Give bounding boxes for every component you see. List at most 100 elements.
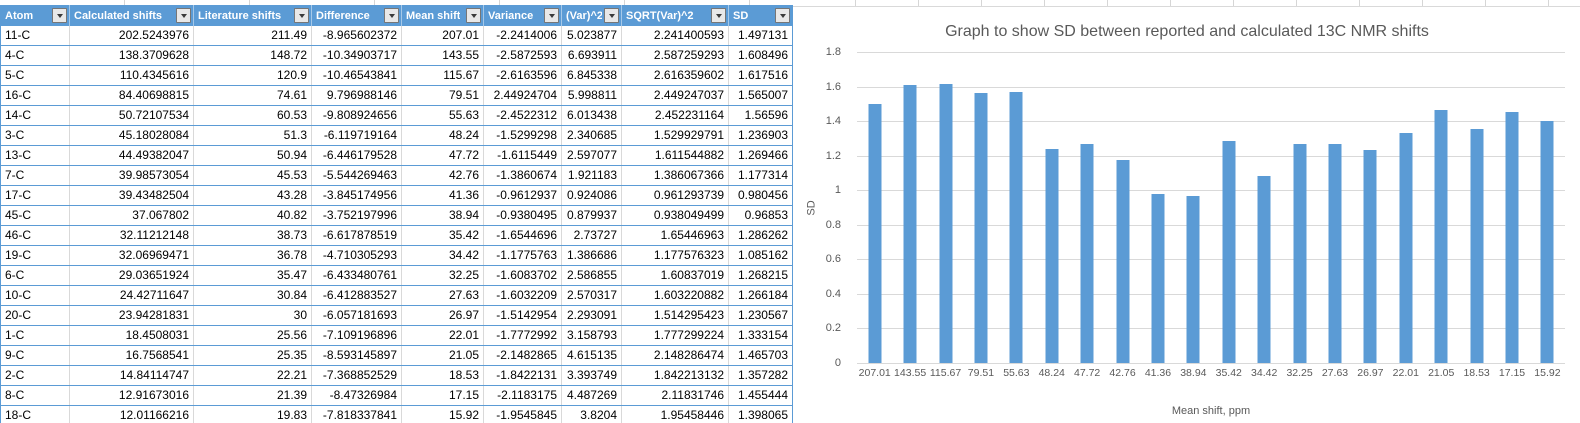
- table-cell[interactable]: 26.97: [401, 306, 483, 325]
- table-cell[interactable]: 1.085162: [728, 246, 792, 265]
- table-cell[interactable]: 1.65446963: [621, 226, 728, 245]
- table-cell[interactable]: 50.72107534: [69, 106, 193, 125]
- table-cell[interactable]: 39.43482504: [69, 186, 193, 205]
- table-cell[interactable]: 9.796988146: [311, 86, 401, 105]
- table-cell[interactable]: 1.386067366: [621, 166, 728, 185]
- table-cell[interactable]: 2.340685: [561, 126, 621, 145]
- table-cell[interactable]: 0.879937: [561, 206, 621, 225]
- table-cell[interactable]: -7.368852529: [311, 366, 401, 385]
- table-cell[interactable]: -1.6032209: [483, 286, 561, 305]
- bar[interactable]: [1009, 92, 1023, 363]
- table-cell[interactable]: 6.013438: [561, 106, 621, 125]
- table-cell[interactable]: -2.5872593: [483, 46, 561, 65]
- table-cell[interactable]: 1.921183: [561, 166, 621, 185]
- table-cell[interactable]: 3-C: [5, 128, 25, 142]
- table-cell[interactable]: 6-C: [5, 268, 25, 282]
- table-cell[interactable]: -1.9545845: [483, 406, 561, 423]
- table-cell[interactable]: 21.05: [401, 346, 483, 365]
- table-cell[interactable]: 1.60837019: [621, 266, 728, 285]
- column-header-mean-shift[interactable]: Mean shift: [401, 5, 483, 26]
- table-cell[interactable]: 35.47: [193, 266, 311, 285]
- table-cell[interactable]: 17.15: [401, 386, 483, 405]
- table-cell[interactable]: 1.230567: [728, 306, 792, 325]
- table-cell[interactable]: 36.78: [193, 246, 311, 265]
- table-cell[interactable]: 4.615135: [561, 346, 621, 365]
- table-cell[interactable]: 84.40698815: [69, 86, 193, 105]
- table-cell[interactable]: 14-C: [5, 108, 32, 122]
- table-cell[interactable]: -2.1482865: [483, 346, 561, 365]
- bar[interactable]: [974, 92, 988, 363]
- table-cell[interactable]: -1.6083702: [483, 266, 561, 285]
- table-cell[interactable]: 24.42711647: [69, 286, 193, 305]
- table-cell[interactable]: 2.44924704: [483, 86, 561, 105]
- table-cell[interactable]: 3.158793: [561, 326, 621, 345]
- table-cell[interactable]: 8-C: [5, 388, 25, 402]
- table-cell[interactable]: 2.616359602: [621, 66, 728, 85]
- table-cell[interactable]: -9.808924656: [311, 106, 401, 125]
- table-cell[interactable]: 3.8204: [561, 406, 621, 423]
- table-cell[interactable]: -2.1183175: [483, 386, 561, 405]
- table-cell[interactable]: 2.11831746: [621, 386, 728, 405]
- table-cell[interactable]: 5.023877: [561, 26, 621, 45]
- table-cell[interactable]: 5-C: [5, 68, 25, 82]
- table-cell[interactable]: 143.55: [401, 46, 483, 65]
- table-cell[interactable]: -2.2414006: [483, 26, 561, 45]
- table-cell[interactable]: 32.25: [401, 266, 483, 285]
- table-cell[interactable]: 60.53: [193, 106, 311, 125]
- table-cell[interactable]: 45.18028084: [69, 126, 193, 145]
- table-cell[interactable]: 3.393749: [561, 366, 621, 385]
- table-cell[interactable]: 14.84114747: [69, 366, 193, 385]
- table-cell[interactable]: 32.06969471: [69, 246, 193, 265]
- table-cell[interactable]: 1.236903: [728, 126, 792, 145]
- table-cell[interactable]: 0.924086: [561, 186, 621, 205]
- bar[interactable]: [1080, 143, 1094, 363]
- bar[interactable]: [1399, 132, 1413, 363]
- table-cell[interactable]: 51.3: [193, 126, 311, 145]
- table-cell[interactable]: 148.72: [193, 46, 311, 65]
- table-cell[interactable]: -8.593145897: [311, 346, 401, 365]
- table-cell[interactable]: 19-C: [5, 248, 32, 262]
- table-cell[interactable]: -1.7772992: [483, 326, 561, 345]
- table-cell[interactable]: 11-C: [5, 28, 31, 42]
- bar[interactable]: [1151, 193, 1165, 363]
- table-cell[interactable]: 2.570317: [561, 286, 621, 305]
- table-cell[interactable]: 2.241400593: [621, 26, 728, 45]
- table-cell[interactable]: 2.73727: [561, 226, 621, 245]
- table-cell[interactable]: 34.42: [401, 246, 483, 265]
- table-cell[interactable]: -1.5142954: [483, 306, 561, 325]
- table-cell[interactable]: -6.617878519: [311, 226, 401, 245]
- table-cell[interactable]: 2-C: [5, 368, 25, 382]
- bar[interactable]: [1293, 143, 1307, 363]
- table-cell[interactable]: 18.53: [401, 366, 483, 385]
- bar[interactable]: [1116, 159, 1130, 363]
- table-cell[interactable]: 47.72: [401, 146, 483, 165]
- table-cell[interactable]: 2.293091: [561, 306, 621, 325]
- filter-dropdown-button[interactable]: [176, 8, 191, 23]
- table-cell[interactable]: 1.608496: [728, 46, 792, 65]
- table-cell[interactable]: -3.752197996: [311, 206, 401, 225]
- table-cell[interactable]: 1.529929791: [621, 126, 728, 145]
- table-cell[interactable]: 1.497131: [728, 26, 792, 45]
- table-cell[interactable]: 74.61: [193, 86, 311, 105]
- bar[interactable]: [1186, 195, 1200, 363]
- table-cell[interactable]: -4.710305293: [311, 246, 401, 265]
- column-header-calculated-shifts[interactable]: Calculated shifts: [69, 5, 193, 26]
- table-cell[interactable]: 23.94281831: [69, 306, 193, 325]
- table-cell[interactable]: 2.597077: [561, 146, 621, 165]
- table-cell[interactable]: 1-C: [5, 328, 25, 342]
- column-header--var-2[interactable]: (Var)^2: [561, 5, 621, 26]
- table-cell[interactable]: 16-C: [5, 88, 32, 102]
- table-cell[interactable]: 39.98573054: [69, 166, 193, 185]
- table-cell[interactable]: 55.63: [401, 106, 483, 125]
- filter-dropdown-button[interactable]: [384, 8, 399, 23]
- table-cell[interactable]: 1.514295423: [621, 306, 728, 325]
- table-cell[interactable]: 32.11212148: [69, 226, 193, 245]
- table-cell[interactable]: -0.9612937: [483, 186, 561, 205]
- filter-dropdown-button[interactable]: [52, 8, 67, 23]
- table-cell[interactable]: 2.587259293: [621, 46, 728, 65]
- table-cell[interactable]: 30.84: [193, 286, 311, 305]
- table-cell[interactable]: 1.465703: [728, 346, 792, 365]
- table-cell[interactable]: 1.333154: [728, 326, 792, 345]
- table-cell[interactable]: 1.565007: [728, 86, 792, 105]
- table-cell[interactable]: -1.3860674: [483, 166, 561, 185]
